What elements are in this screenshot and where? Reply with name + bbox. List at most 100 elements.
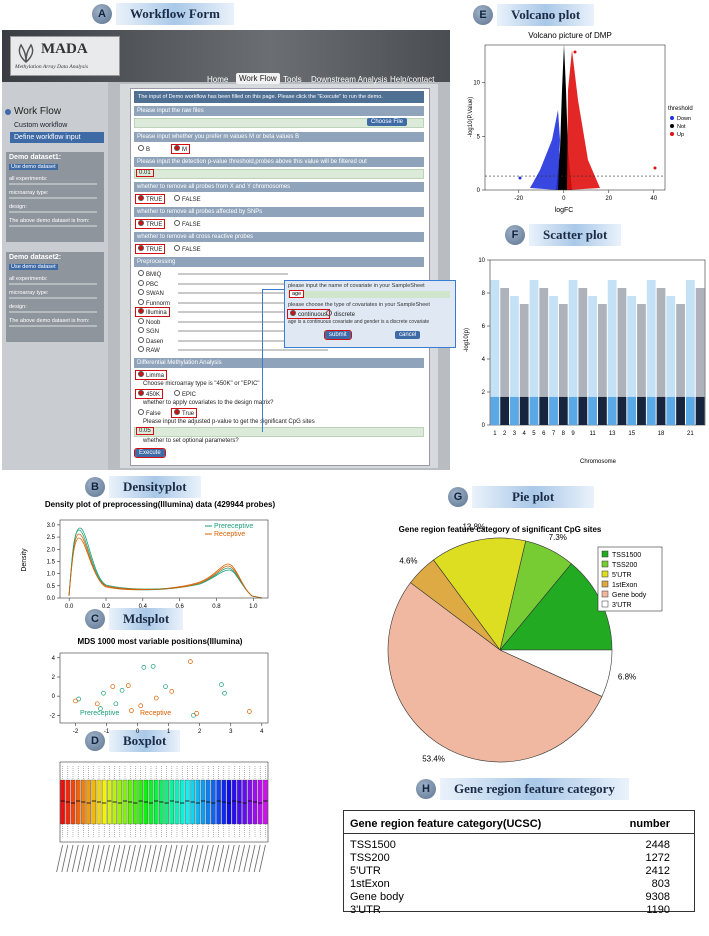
- panel-letter: G: [448, 487, 468, 507]
- box: [148, 779, 154, 825]
- y-tick-label: 2.5: [47, 535, 56, 541]
- radio-option[interactable]: TRUE: [134, 194, 166, 204]
- option-label: B: [146, 147, 151, 153]
- radio-option[interactable]: TRUE: [134, 219, 166, 229]
- panel-title: Scatter plot: [529, 224, 622, 246]
- radio-option[interactable]: Limma: [134, 369, 168, 380]
- radio-option[interactable]: M: [171, 144, 190, 154]
- choose-file-button[interactable]: Choose File: [367, 118, 408, 126]
- radio-option[interactable]: Funnorm: [136, 298, 172, 307]
- nav-item[interactable]: Help/contact: [390, 75, 435, 84]
- legend-swatch: [601, 600, 609, 608]
- sample-label: [207, 844, 214, 873]
- nav-item[interactable]: Downstream Analysis: [311, 75, 388, 84]
- radio-option[interactable]: True: [170, 407, 198, 418]
- submit-button[interactable]: submit: [324, 330, 352, 340]
- section-header: Please input the detection p-value thres…: [134, 157, 424, 167]
- radio-option[interactable]: FALSE: [172, 195, 203, 203]
- radio-option[interactable]: BMIQ: [136, 270, 163, 278]
- point: [110, 684, 116, 689]
- radio-option[interactable]: EPIC: [172, 389, 198, 398]
- nav-item[interactable]: Tools: [283, 75, 302, 84]
- radio-option[interactable]: Dasen: [136, 336, 165, 345]
- x-tick-label: 0.4: [139, 604, 148, 610]
- plot-frame: [59, 761, 269, 843]
- point-band-dense: [685, 396, 695, 425]
- box: [211, 779, 216, 825]
- legend-label: Prereceptive: [214, 523, 253, 530]
- y-axis-label: -log10(P.Value): [468, 97, 474, 137]
- dataset-button[interactable]: Use demo dataset: [9, 164, 58, 170]
- slice-label: 53.4%: [422, 754, 445, 763]
- nav-item[interactable]: Home: [207, 75, 229, 84]
- y-tick-label: 6: [482, 324, 486, 330]
- radio-option[interactable]: False: [136, 408, 163, 417]
- radio-option[interactable]: RAW: [136, 346, 162, 354]
- legend-swatch: [670, 132, 674, 136]
- legend-swatch: [601, 590, 609, 598]
- bullet: [5, 109, 11, 115]
- point: [73, 698, 78, 704]
- x-tick-label: 4: [523, 431, 527, 437]
- radio-option[interactable]: SGN: [136, 327, 161, 335]
- sidebar-item[interactable]: Custom workflow: [14, 122, 68, 129]
- panel-letter: B: [85, 477, 105, 497]
- radio-option[interactable]: PBC: [136, 279, 160, 288]
- radio-option[interactable]: Illumina: [135, 307, 170, 317]
- radio-option[interactable]: SWAN: [136, 289, 166, 297]
- radio-option[interactable]: 450K: [134, 388, 164, 399]
- radio-option[interactable]: TRUE: [134, 244, 166, 254]
- popup-input[interactable]: age: [288, 290, 305, 298]
- legend-swatch: [601, 580, 609, 588]
- radio-option[interactable]: FALSE: [172, 245, 203, 253]
- cell: 3'UTR: [350, 903, 381, 916]
- dataset-title: Demo dataset1:: [9, 154, 62, 161]
- section-header: whether to remove all probes affected by…: [134, 207, 424, 217]
- popup: please input the name of covariate in yo…: [284, 280, 456, 348]
- radio-option[interactable]: discrete: [324, 310, 357, 318]
- point-band-faint: [607, 280, 617, 425]
- section-header: Please input the raw files: [134, 106, 424, 116]
- cancel-button[interactable]: cancel: [395, 331, 421, 339]
- x-tick-label: 1.0: [249, 604, 258, 610]
- point: [125, 683, 131, 688]
- point: [101, 690, 106, 696]
- logo-box: MADA Methylation Array Data Analysis: [10, 36, 120, 76]
- filler-line: [9, 225, 97, 227]
- radio: [326, 310, 332, 316]
- sample-label: [149, 844, 157, 873]
- y-tick-label: 0: [477, 188, 481, 194]
- option-label: Noob: [146, 319, 161, 326]
- sidebar: Work Flow Custom workflow Define workflo…: [2, 82, 108, 470]
- radio: [174, 389, 180, 396]
- option-label: Illumina: [146, 310, 167, 316]
- sample-label: [118, 844, 126, 873]
- description-line: [178, 330, 288, 332]
- radio-option[interactable]: B: [136, 145, 152, 153]
- legend-swatch: [601, 570, 609, 578]
- cell: Gene body: [350, 890, 404, 903]
- dataset-button[interactable]: Use demo dataset: [9, 264, 58, 270]
- chart-title: Gene region feature category of signific…: [399, 525, 602, 534]
- box: [216, 779, 221, 825]
- option-label: TRUE: [146, 247, 163, 253]
- radio: [138, 145, 144, 151]
- input-value[interactable]: 0.05: [136, 426, 154, 435]
- panel-letter: D: [85, 731, 105, 751]
- radio: [138, 346, 144, 352]
- input-value[interactable]: 0.01: [136, 169, 154, 177]
- panel-letter: E: [473, 5, 493, 25]
- header-cell: number: [629, 818, 670, 830]
- point-band-faint: [617, 288, 627, 425]
- execute-button[interactable]: Execute: [134, 447, 166, 458]
- radio-option[interactable]: continuous: [286, 309, 331, 319]
- radio-option[interactable]: Noob: [136, 317, 162, 326]
- point-band-dense: [549, 396, 558, 425]
- description-line: [178, 339, 308, 342]
- option-label: SWAN: [146, 291, 164, 297]
- radio-option[interactable]: FALSE: [172, 220, 203, 228]
- sidebar-item[interactable]: Define workflow input: [10, 132, 104, 143]
- sample-label: [165, 844, 173, 873]
- nav-item[interactable]: Work Flow: [236, 73, 280, 84]
- point-band-faint: [568, 280, 578, 425]
